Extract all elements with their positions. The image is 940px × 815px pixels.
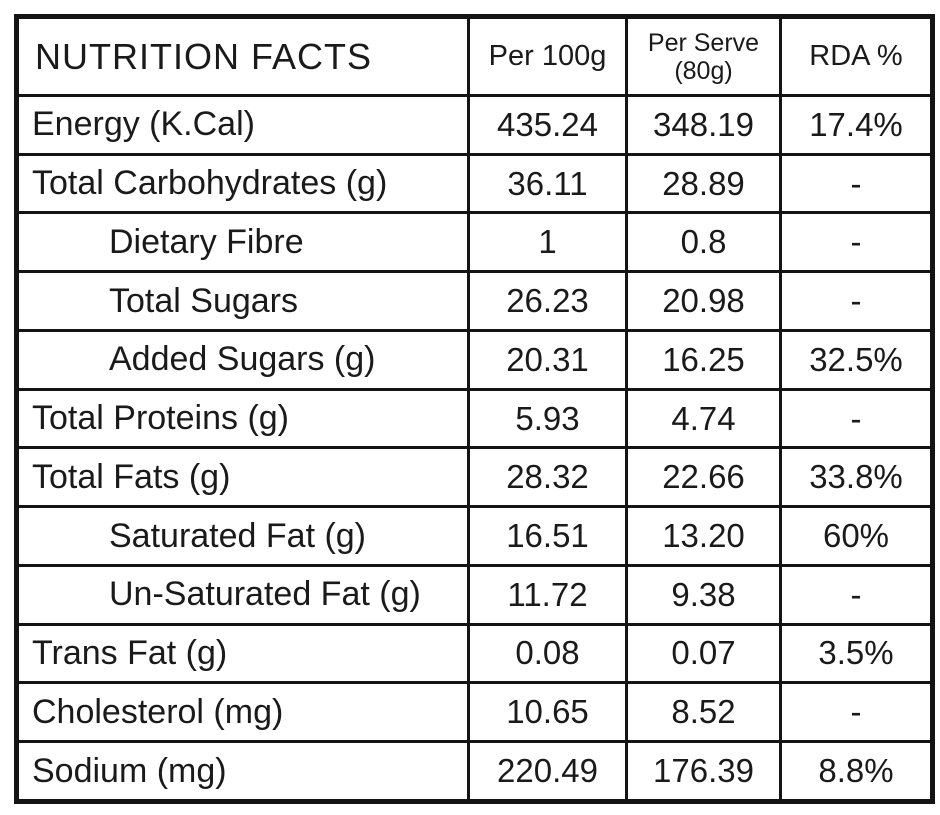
column-header-per-100g: Per 100g — [467, 15, 628, 97]
cell-per-100g: 20.31 — [467, 328, 628, 391]
cell-rda: 17.4% — [779, 94, 934, 156]
cell-rda: 60% — [779, 505, 934, 567]
cell-per-serve: 4.74 — [625, 387, 782, 450]
row-label: Cholesterol (mg) — [15, 681, 470, 744]
row-label: Saturated Fat (g) — [15, 505, 470, 567]
cell-per-serve: 8.52 — [625, 681, 782, 744]
cell-per-100g: 5.93 — [467, 387, 628, 450]
row-label: Total Proteins (g) — [15, 387, 470, 450]
per-serve-line2: (80g) — [674, 56, 733, 85]
cell-per-100g: 220.49 — [467, 740, 628, 803]
table-title: NUTRITION FACTS — [15, 15, 470, 97]
table-row-dietary-fibre: Dietary Fibre 1 0.8 - — [15, 211, 934, 274]
cell-per-serve: 0.07 — [625, 622, 782, 685]
cell-per-serve: 176.39 — [625, 740, 782, 803]
table-row-saturated-fat: Saturated Fat (g) 16.51 13.20 60% — [15, 505, 934, 567]
table-header-row: NUTRITION FACTS Per 100g Per Serve (80g)… — [15, 15, 934, 97]
table-row-trans-fat: Trans Fat (g) 0.08 0.07 3.5% — [15, 622, 934, 685]
cell-per-100g: 11.72 — [467, 563, 628, 626]
cell-per-serve: 28.89 — [625, 152, 782, 215]
cell-per-100g: 435.24 — [467, 94, 628, 156]
row-label: Total Fats (g) — [15, 446, 470, 509]
cell-per-100g: 10.65 — [467, 681, 628, 744]
column-header-per-serve: Per Serve (80g) — [625, 15, 782, 97]
cell-rda: - — [779, 387, 934, 450]
cell-per-100g: 26.23 — [467, 270, 628, 332]
table-row-total-sugars: Total Sugars 26.23 20.98 - — [15, 270, 934, 332]
nutrition-facts-table: NUTRITION FACTS Per 100g Per Serve (80g)… — [14, 14, 935, 804]
table-row-total-carbohydrates: Total Carbohydrates (g) 36.11 28.89 - — [15, 152, 934, 215]
cell-per-serve: 22.66 — [625, 446, 782, 509]
cell-rda: 3.5% — [779, 622, 934, 685]
table-row-energy: Energy (K.Cal) 435.24 348.19 17.4% — [15, 94, 934, 156]
cell-rda: - — [779, 681, 934, 744]
row-label: Trans Fat (g) — [15, 622, 470, 685]
cell-per-serve: 0.8 — [625, 211, 782, 274]
cell-per-100g: 16.51 — [467, 505, 628, 567]
row-label: Total Sugars — [15, 270, 470, 332]
cell-per-100g: 28.32 — [467, 446, 628, 509]
table-row-cholesterol: Cholesterol (mg) 10.65 8.52 - — [15, 681, 934, 744]
cell-rda: 32.5% — [779, 328, 934, 391]
table-row-total-proteins: Total Proteins (g) 5.93 4.74 - — [15, 387, 934, 450]
row-label: Un-Saturated Fat (g) — [15, 563, 470, 626]
row-label: Dietary Fibre — [15, 211, 470, 274]
cell-rda: - — [779, 152, 934, 215]
cell-rda: - — [779, 563, 934, 626]
cell-per-serve: 16.25 — [625, 328, 782, 391]
cell-per-100g: 0.08 — [467, 622, 628, 685]
cell-per-serve: 20.98 — [625, 270, 782, 332]
column-header-rda: RDA % — [779, 15, 934, 97]
table-row-unsaturated-fat: Un-Saturated Fat (g) 11.72 9.38 - — [15, 563, 934, 626]
table-row-sodium: Sodium (mg) 220.49 176.39 8.8% — [15, 740, 934, 803]
cell-rda: - — [779, 211, 934, 274]
table-row-added-sugars: Added Sugars (g) 20.31 16.25 32.5% — [15, 328, 934, 391]
table-row-total-fats: Total Fats (g) 28.32 22.66 33.8% — [15, 446, 934, 509]
row-label: Total Carbohydrates (g) — [15, 152, 470, 215]
per-serve-line1: Per Serve — [647, 28, 760, 57]
row-label: Sodium (mg) — [15, 740, 470, 803]
cell-rda: - — [779, 270, 934, 332]
cell-per-serve: 348.19 — [625, 94, 782, 156]
cell-per-100g: 36.11 — [467, 152, 628, 215]
cell-per-serve: 9.38 — [625, 563, 782, 626]
row-label: Energy (K.Cal) — [15, 94, 470, 156]
cell-rda: 8.8% — [779, 740, 934, 803]
cell-per-serve: 13.20 — [625, 505, 782, 567]
cell-rda: 33.8% — [779, 446, 934, 509]
row-label: Added Sugars (g) — [15, 328, 470, 391]
cell-per-100g: 1 — [467, 211, 628, 274]
